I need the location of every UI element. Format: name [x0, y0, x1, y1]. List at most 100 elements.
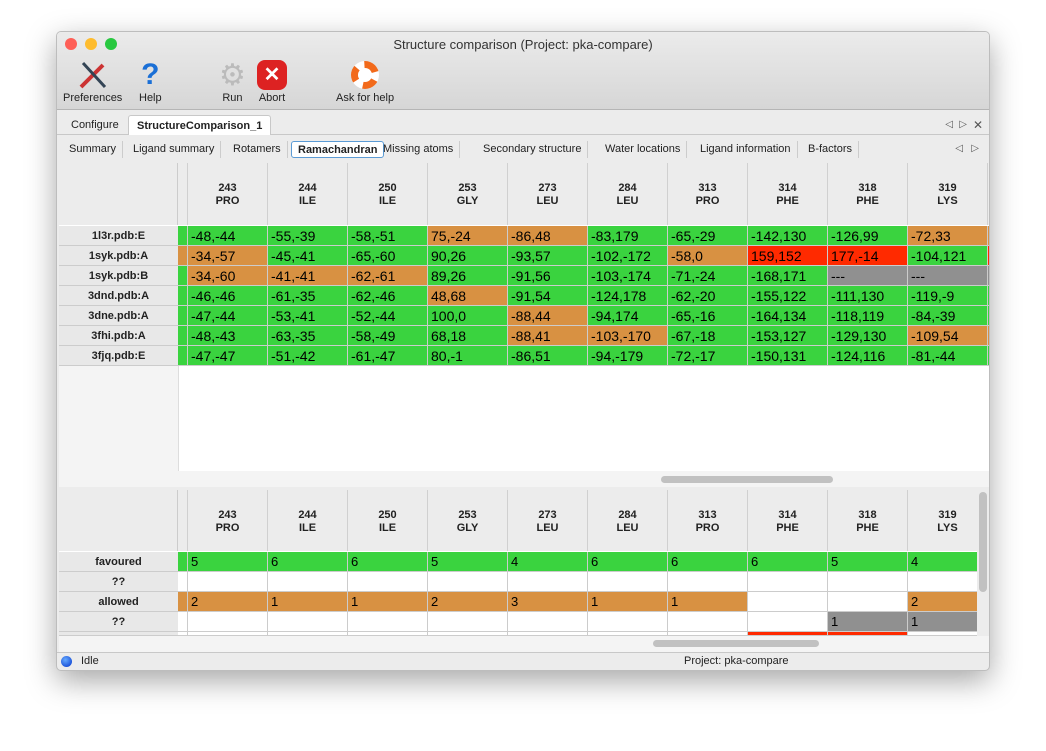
subtab-secondary-structure[interactable]: Secondary structure [477, 141, 589, 158]
top-horizontal-scrollbar[interactable] [661, 476, 833, 483]
table-cell[interactable]: 1 [668, 592, 748, 612]
table-cell[interactable]: -65,-29 [668, 226, 748, 246]
table-cell[interactable]: 4 [908, 552, 977, 572]
row-header[interactable]: 1syk.pdb:B [59, 266, 178, 286]
table-cell[interactable]: -81,-44 [908, 346, 988, 366]
table-cell[interactable]: -83,179 [588, 226, 668, 246]
table-cell[interactable] [828, 592, 908, 612]
table-cell[interactable]: -53,-41 [268, 306, 348, 326]
table-cell[interactable]: -48,-43 [188, 326, 268, 346]
subtab-b-factors[interactable]: B-factors [802, 141, 860, 158]
preferences-button[interactable]: Preferences [63, 58, 122, 104]
table-cell[interactable]: 1 [908, 612, 977, 632]
bottom-horizontal-scrollbar[interactable] [653, 640, 819, 647]
subtab-missing-atoms[interactable]: Missing atoms [377, 141, 461, 158]
tab-structurecomparison[interactable]: StructureComparison_1 [128, 115, 272, 135]
table-cell[interactable]: -103,-174 [588, 266, 668, 286]
tab-prev-icon[interactable]: ◁ [945, 119, 953, 130]
row-header[interactable]: 3fjq.pdb:E [59, 346, 178, 366]
tab-next-icon[interactable]: ▷ [959, 119, 967, 130]
table-cell[interactable]: -168,171 [748, 266, 828, 286]
table-cell[interactable]: -51,-42 [268, 346, 348, 366]
table-cell[interactable]: -129,130 [828, 326, 908, 346]
column-header[interactable]: 250 ILE [348, 163, 428, 225]
table-cell[interactable] [188, 572, 268, 592]
table-cell[interactable]: -111,130 [828, 286, 908, 306]
table-cell[interactable]: 6 [588, 552, 668, 572]
table-cell[interactable]: -72,33 [908, 226, 988, 246]
row-header[interactable]: 3dnd.pdb:A [59, 286, 178, 306]
table-cell[interactable]: -45,-41 [268, 246, 348, 266]
table-cell[interactable]: 90,26 [428, 246, 508, 266]
subtab-water-locations[interactable]: Water locations [599, 141, 688, 158]
table-cell[interactable]: -62,-61 [348, 266, 428, 286]
column-header[interactable]: 243 PRO [188, 490, 268, 551]
table-cell[interactable]: --- [828, 266, 908, 286]
table-cell[interactable] [508, 572, 588, 592]
table-cell[interactable] [508, 632, 588, 636]
table-cell[interactable]: 2 [908, 592, 977, 612]
table-cell[interactable]: -150,131 [748, 346, 828, 366]
table-cell[interactable]: -63,-35 [268, 326, 348, 346]
table-cell[interactable]: -86,48 [508, 226, 588, 246]
table-cell[interactable]: 159,152 [748, 246, 828, 266]
row-header[interactable]: ?? [59, 572, 178, 592]
table-cell[interactable] [748, 592, 828, 612]
close-window-button[interactable] [65, 38, 77, 50]
column-header[interactable]: 313 PRO [668, 490, 748, 551]
close-tab-icon[interactable]: ✕ [972, 118, 983, 132]
subtab-prev-icon[interactable]: ◁ [955, 143, 963, 154]
run-button[interactable]: ⚙ Run [219, 58, 246, 105]
zoom-window-button[interactable] [105, 38, 117, 50]
minimize-window-button[interactable] [85, 38, 97, 50]
table-cell[interactable]: -84,-39 [908, 306, 988, 326]
table-cell[interactable]: -91,54 [508, 286, 588, 306]
table-cell[interactable]: -153,127 [748, 326, 828, 346]
subtab-ligand-summary[interactable]: Ligand summary [127, 141, 222, 158]
table-cell[interactable] [348, 612, 428, 632]
table-cell[interactable]: -164,134 [748, 306, 828, 326]
subtab-ramachandran[interactable]: Ramachandran [291, 141, 385, 158]
column-header[interactable]: 253 GLY [428, 163, 508, 225]
table-cell[interactable]: 80,-1 [428, 346, 508, 366]
table-cell[interactable]: -155,122 [748, 286, 828, 306]
table-cell[interactable]: -65,-60 [348, 246, 428, 266]
column-header[interactable]: 314 PHE [748, 490, 828, 551]
table-cell[interactable]: -126,99 [828, 226, 908, 246]
column-header[interactable]: 284 LEU [588, 163, 668, 225]
table-cell[interactable]: -93,57 [508, 246, 588, 266]
row-header[interactable]: 3fhi.pdb:A [59, 326, 178, 346]
table-cell[interactable]: -94,-179 [588, 346, 668, 366]
table-cell[interactable]: -103,-170 [588, 326, 668, 346]
row-header[interactable] [59, 632, 178, 636]
table-cell[interactable] [748, 632, 828, 636]
table-cell[interactable] [268, 612, 348, 632]
table-cell[interactable]: 6 [268, 552, 348, 572]
table-cell[interactable]: -34,-57 [188, 246, 268, 266]
table-cell[interactable]: --- [908, 266, 988, 286]
table-cell[interactable] [508, 612, 588, 632]
table-cell[interactable]: 1 [588, 592, 668, 612]
table-cell[interactable]: -119,-9 [908, 286, 988, 306]
table-cell[interactable] [268, 572, 348, 592]
table-cell[interactable]: 6 [748, 552, 828, 572]
table-cell[interactable]: 48,68 [428, 286, 508, 306]
help-button[interactable]: ? Help [139, 58, 162, 104]
table-cell[interactable]: -34,-60 [188, 266, 268, 286]
table-cell[interactable] [908, 632, 977, 636]
table-cell[interactable]: 89,26 [428, 266, 508, 286]
table-cell[interactable]: 100,0 [428, 306, 508, 326]
table-cell[interactable]: -58,-51 [348, 226, 428, 246]
table-cell[interactable]: -102,-172 [588, 246, 668, 266]
table-cell[interactable]: -47,-44 [188, 306, 268, 326]
table-cell[interactable]: 4 [508, 552, 588, 572]
table-cell[interactable]: 2 [428, 592, 508, 612]
ask-for-help-button[interactable]: Ask for help [336, 58, 394, 104]
column-header[interactable]: 284 LEU [588, 490, 668, 551]
column-header[interactable]: 273 LEU [508, 490, 588, 551]
subtab-summary[interactable]: Summary [63, 141, 124, 158]
table-cell[interactable]: -41,-41 [268, 266, 348, 286]
table-cell[interactable] [668, 572, 748, 592]
row-header[interactable]: 3dne.pdb:A [59, 306, 178, 326]
row-header[interactable]: 1l3r.pdb:E [59, 226, 178, 246]
